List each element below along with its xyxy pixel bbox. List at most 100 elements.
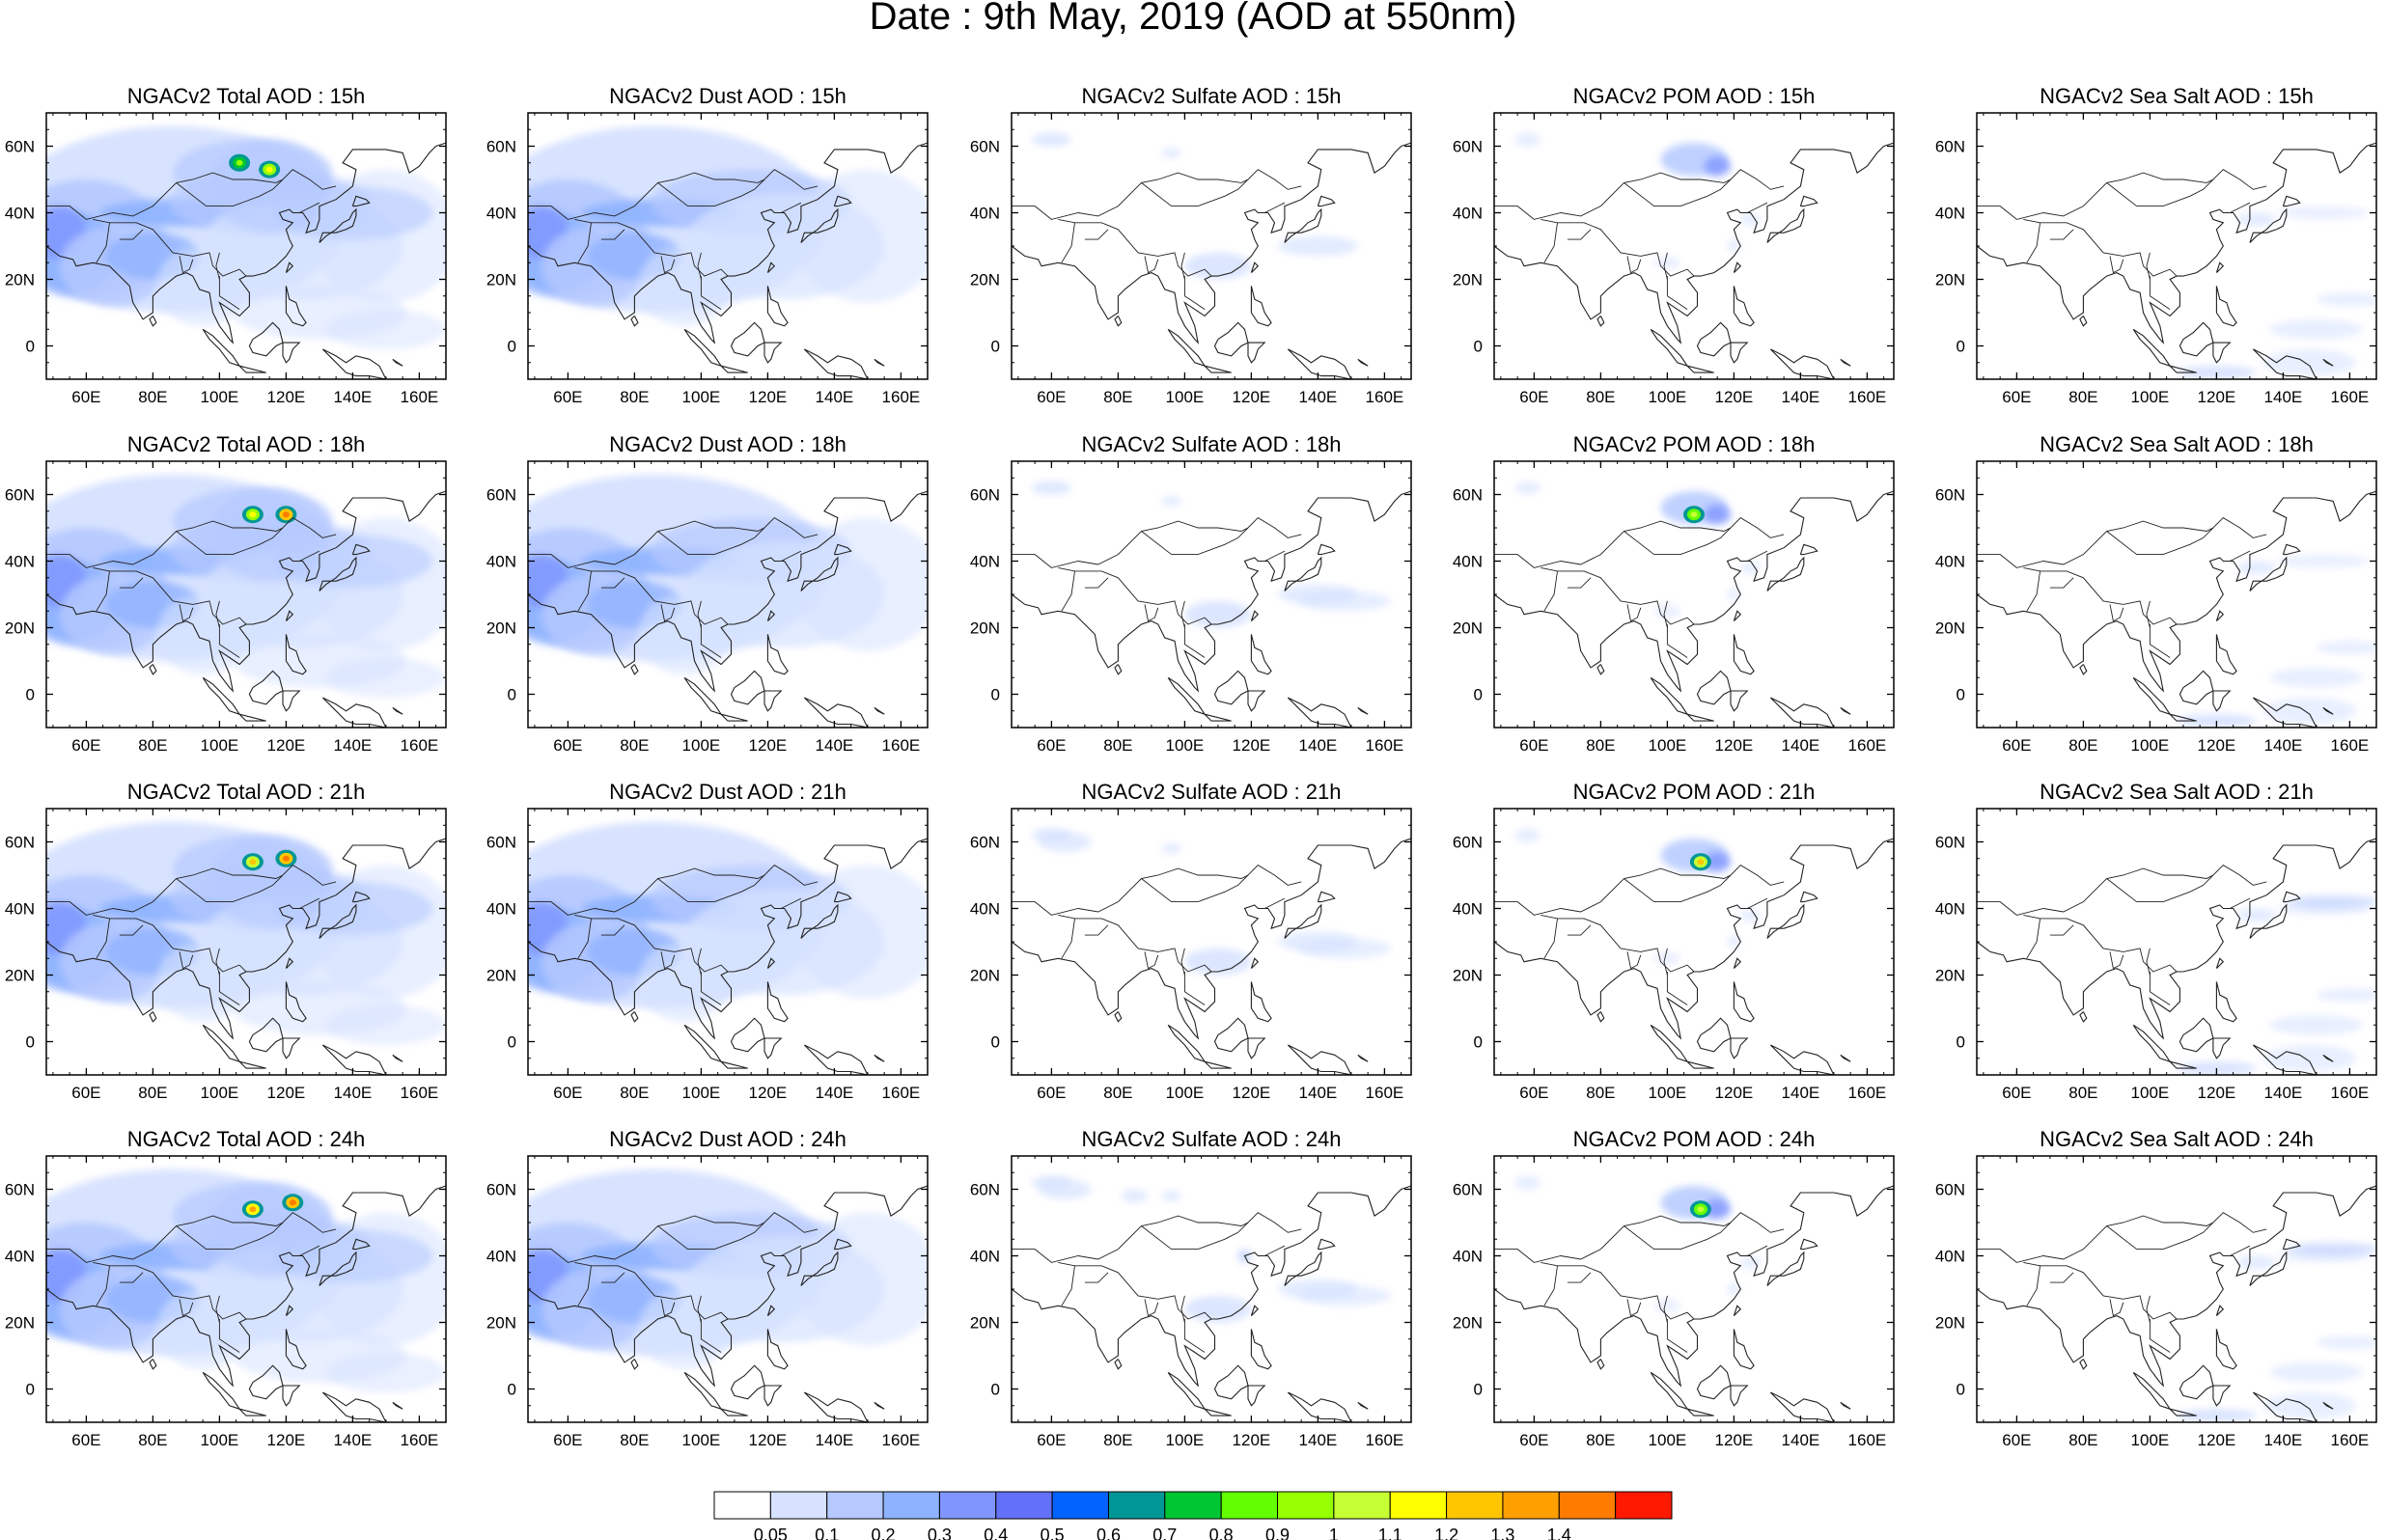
aod-region [1038, 832, 1092, 852]
country-border [577, 918, 592, 959]
country-border [697, 1295, 702, 1323]
aod-region [1297, 938, 1392, 959]
y-tick-label: 20N [1935, 1314, 1965, 1333]
coastline [1114, 664, 1123, 675]
coastline [1769, 1044, 1835, 1075]
coastline [1250, 957, 1260, 969]
panel-title: NGACv2 Sea Salt AOD : 21h [2040, 780, 2314, 804]
aod-region [1184, 1295, 1252, 1323]
coastline [321, 348, 387, 379]
map-panel: NGACv2 Dust AOD : 24h 60E 80E 100E 120E 140E 1… [486, 1127, 929, 1449]
country-border [1263, 202, 1286, 213]
coastline [285, 981, 307, 1023]
coastline [2169, 713, 2197, 722]
coastline [1250, 261, 1260, 273]
country-border [1144, 951, 1159, 970]
y-tick-label: 20N [486, 1314, 516, 1333]
aod-region [209, 835, 330, 929]
panel-title: NGACv2 Dust AOD : 15h [609, 84, 847, 108]
hotspot-core [1697, 1206, 1705, 1213]
x-tick-label: 100E [1166, 388, 1205, 406]
x-tick-label: 120E [1233, 736, 1271, 755]
coastline [2212, 690, 2232, 712]
country-border [1666, 1319, 1688, 1353]
x-tick-label: 100E [1649, 1084, 1687, 1102]
y-tick-label: 40N [1453, 900, 1483, 919]
y-tick-label: 60N [1453, 834, 1483, 852]
coastline [630, 316, 639, 327]
coastline [1250, 1329, 1272, 1370]
aod-region [2269, 318, 2364, 340]
x-tick-label: 120E [1715, 736, 1754, 755]
y-tick-label: 40N [486, 1248, 516, 1266]
country-border [1141, 527, 1249, 556]
aod-region [794, 865, 928, 999]
x-tick-label: 100E [201, 736, 239, 755]
hotspot-core [1690, 511, 1698, 518]
coastline [1596, 664, 1605, 675]
country-border [1977, 865, 2267, 916]
country-border [2106, 1222, 2214, 1251]
coastline [1247, 1037, 1266, 1059]
y-tick-label: 0 [991, 338, 1000, 356]
map-panel: NGACv2 Sulfate AOD : 15h 60E 80E 100E 120E 14… [970, 84, 1412, 406]
y-tick-label: 40N [5, 553, 35, 571]
coastline [1977, 142, 2376, 344]
coastline [833, 543, 852, 556]
colorbar-swatch [1502, 1491, 1560, 1520]
aod-region [2316, 1335, 2376, 1350]
coastline [2282, 195, 2301, 207]
coastline [1114, 316, 1123, 327]
coastline [833, 891, 852, 903]
x-tick-label: 120E [749, 1084, 788, 1102]
coastline [282, 1037, 301, 1059]
aod-region [155, 246, 250, 326]
country-border [2149, 972, 2171, 1005]
colorbar-label: 0.4 [984, 1526, 1008, 1540]
aod-region [794, 169, 928, 303]
x-tick-label: 80E [1103, 736, 1132, 755]
y-tick-label: 60N [5, 138, 35, 156]
x-tick-label: 160E [1366, 388, 1404, 406]
country-border [700, 972, 722, 1005]
coastline [319, 207, 357, 243]
country-border [1180, 948, 1185, 976]
colorbar-swatch [1446, 1491, 1504, 1520]
coastline [248, 670, 284, 705]
y-tick-label: 0 [508, 1381, 516, 1399]
aod-region [1513, 1175, 1541, 1190]
country-border [1012, 865, 1302, 916]
aod-field [1977, 461, 2376, 728]
coastline [248, 1364, 284, 1400]
y-tick-label: 20N [1453, 619, 1483, 638]
y-tick-label: 0 [1474, 686, 1483, 704]
country-border [176, 874, 284, 903]
coastline [1213, 1364, 1249, 1400]
country-border [1141, 1222, 1249, 1251]
aod-field [1012, 809, 1411, 1075]
country-border [1180, 1295, 1185, 1323]
aod-field [1012, 113, 1411, 379]
coastline [321, 1391, 387, 1422]
coastline [149, 316, 157, 327]
y-tick-label: 0 [991, 1381, 1000, 1399]
y-tick-label: 20N [1453, 1314, 1483, 1333]
coastline [2212, 342, 2232, 364]
coastline [1247, 690, 1266, 712]
coastline [528, 490, 928, 693]
country-border [2229, 897, 2251, 909]
coastline [766, 957, 776, 969]
country-border [2023, 1261, 2178, 1320]
country-border [1543, 222, 1558, 263]
y-tick-label: 0 [508, 686, 516, 704]
country-border [697, 252, 702, 280]
country-border [2026, 918, 2041, 959]
y-tick-label: 60N [1935, 1181, 1965, 1199]
country-border [1666, 624, 1688, 658]
aod-region [1121, 1189, 1149, 1203]
panel-title: NGACv2 Dust AOD : 21h [609, 780, 847, 804]
country-border [1624, 1222, 1732, 1251]
country-border [1058, 1261, 1212, 1320]
y-tick-label: 20N [486, 619, 516, 638]
x-tick-label: 140E [1782, 1084, 1820, 1102]
